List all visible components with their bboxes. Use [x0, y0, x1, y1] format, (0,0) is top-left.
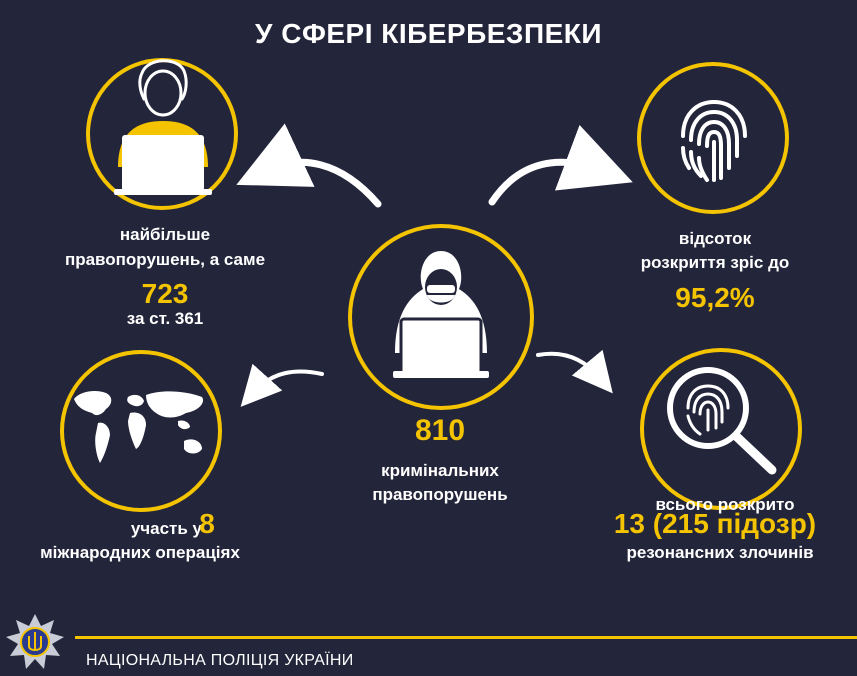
arrow-top-left — [236, 123, 382, 208]
footer-text: НАЦІОНАЛЬНА ПОЛІЦІЯ УКРАЇНИ — [86, 652, 354, 669]
footer-divider — [75, 636, 857, 639]
top-left-label-1: найбільше — [119, 225, 211, 244]
bottom-right-label-2: резонансних злочинів — [626, 543, 814, 562]
arrow-bottom-left — [240, 363, 324, 407]
bottom-left-label-2: міжнародних операціях — [40, 543, 240, 562]
top-left-number: 723 — [141, 278, 189, 309]
page-title: У СФЕРІ КІБЕРБЕЗПЕКИ — [255, 18, 602, 49]
top-right-label-1: відсоток — [678, 229, 752, 248]
bottom-left-label-1: участь у — [130, 519, 202, 538]
top-left-label-2: правопорушень, а саме — [64, 250, 266, 269]
top-right-number: 95,2% — [675, 282, 755, 313]
world-map-ring — [60, 350, 222, 512]
bottom-right-number: 13 (215 підозр) — [613, 508, 817, 539]
magnifier-ring — [640, 348, 802, 510]
world-map-icon — [74, 391, 204, 463]
person-laptop-icon — [114, 59, 212, 195]
center-label-2: правопорушень — [372, 485, 508, 504]
bottom-left-number: 8 — [199, 508, 215, 539]
bottom-right-label-1: всього розкрито — [655, 495, 795, 514]
police-emblem-icon — [6, 614, 64, 669]
top-left-label-3: за ст. 361 — [126, 309, 204, 328]
arrow-bottom-right — [536, 349, 613, 394]
top-right-label-2: розкриття зріс до — [640, 253, 790, 272]
fingerprint-icon — [681, 99, 747, 182]
hacker-ring — [348, 224, 534, 410]
center-number: 810 — [414, 414, 466, 447]
center-label-1: кримінальних — [381, 461, 499, 480]
hacker-laptop-icon — [393, 251, 489, 378]
magnifier-fingerprint-icon — [667, 367, 777, 475]
arrow-top-right — [488, 124, 633, 206]
fingerprint-ring — [637, 62, 789, 214]
